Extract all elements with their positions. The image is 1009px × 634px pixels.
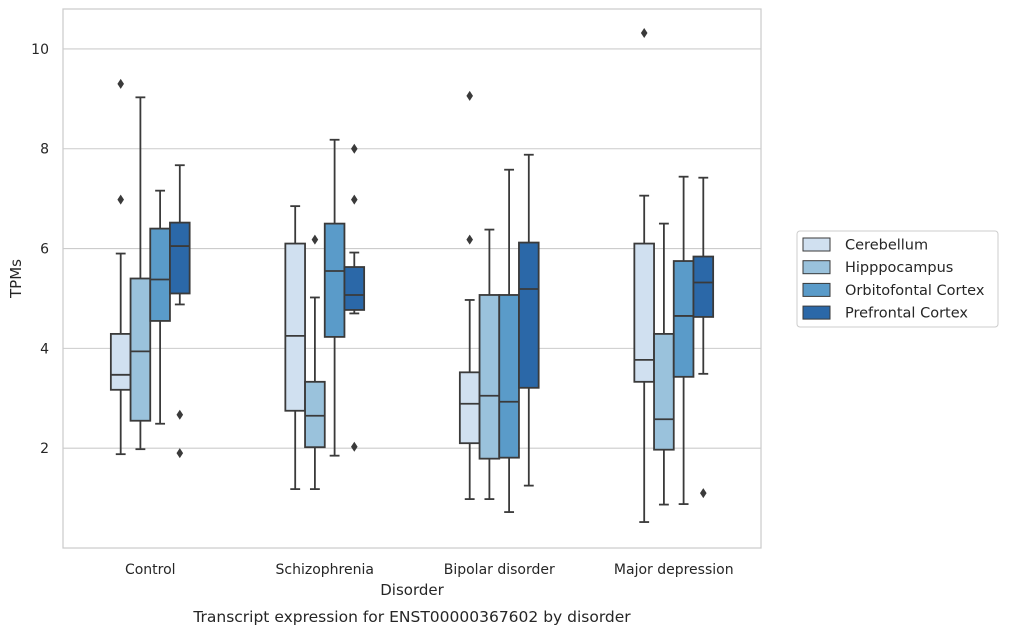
iqr-box (109, 332, 132, 391)
iqr-box (284, 242, 306, 412)
outlier-point (466, 90, 473, 101)
iqr-box (323, 222, 346, 338)
y-tick-label: 2 (40, 441, 49, 457)
x-tick-label: Major depression (614, 562, 734, 578)
outlier-point (311, 234, 319, 245)
box-orbitofontal-cortex (498, 168, 520, 513)
box-prefrontal-cortex (518, 153, 540, 487)
legend-label: Prefrontal Cortex (845, 306, 968, 322)
legend-item: Orbitofontal Cortex (802, 282, 985, 299)
legend-item: Cerebellum (802, 237, 928, 254)
box-cerebellum (109, 78, 132, 456)
box-prefrontal-cortex (343, 143, 366, 452)
legend-label: Orbitofontal Cortex (845, 283, 985, 299)
legend: Cerebellum Hipppocampus Orbitofontal Corte… (796, 230, 999, 328)
legend-label: Hipppocampus (845, 260, 953, 276)
x-tick-label: Schizophrenia (276, 562, 374, 578)
outlier-point (117, 194, 124, 205)
legend-swatch (802, 305, 831, 320)
y-axis-ticks: 2 4 6 8 10 (31, 42, 49, 457)
y-tick-label: 10 (31, 42, 49, 58)
x-tick-label: Bipolar disorder (444, 562, 555, 578)
box-hipppocampus (304, 234, 326, 491)
y-axis-title: TPMs (7, 259, 25, 299)
outlier-point (117, 78, 124, 89)
legend-label: Cerebellum (845, 238, 928, 254)
box-prefrontal-cortex (692, 176, 715, 499)
outlier-point (351, 194, 358, 205)
box-hipppocampus (129, 96, 152, 451)
outlier-point (351, 143, 358, 154)
legend-item: Prefrontal Cortex (802, 305, 968, 322)
box-groups (109, 27, 715, 523)
iqr-box (672, 260, 695, 378)
box-cerebellum (633, 27, 655, 523)
x-axis-ticks: Control Schizophrenia Bipolar disorder Majo… (125, 562, 734, 578)
outlier-point (466, 234, 473, 245)
chart-caption: Transcript expression for ENST0000036760… (192, 608, 631, 626)
legend-item: Hipppocampus (802, 260, 953, 276)
iqr-box (129, 277, 152, 422)
category-group (458, 90, 540, 513)
box-orbitofontal-cortex (672, 175, 695, 505)
box-orbitofontal-cortex (323, 138, 346, 457)
category-group (633, 27, 715, 523)
iqr-box (633, 242, 655, 383)
iqr-box (458, 371, 481, 445)
legend-swatch (802, 237, 831, 252)
iqr-box (304, 380, 326, 449)
legend-frame (796, 230, 999, 328)
plot-area (62, 8, 762, 549)
legend-swatch (802, 282, 831, 297)
outlier-point (640, 27, 648, 38)
x-axis-title: Disorder (380, 581, 444, 599)
box-cerebellum (284, 205, 306, 491)
iqr-box (692, 255, 715, 318)
y-tick-label: 4 (40, 341, 49, 357)
outlier-point (176, 448, 184, 459)
iqr-box (343, 266, 366, 311)
box-prefrontal-cortex (169, 164, 191, 459)
iqr-box (478, 294, 501, 460)
iqr-box (498, 294, 520, 459)
y-tick-label: 8 (40, 142, 49, 158)
legend-swatch (802, 260, 831, 275)
outlier-point (176, 409, 184, 420)
outlier-point (700, 488, 707, 499)
outlier-point (351, 441, 358, 452)
iqr-box (518, 241, 540, 389)
box-hipppocampus (653, 222, 675, 506)
iqr-box (149, 227, 171, 322)
category-group (284, 138, 366, 491)
x-tick-label: Control (125, 562, 176, 578)
iqr-box (169, 221, 191, 295)
category-group (109, 78, 191, 459)
iqr-box (653, 332, 675, 451)
y-tick-label: 6 (40, 242, 49, 258)
